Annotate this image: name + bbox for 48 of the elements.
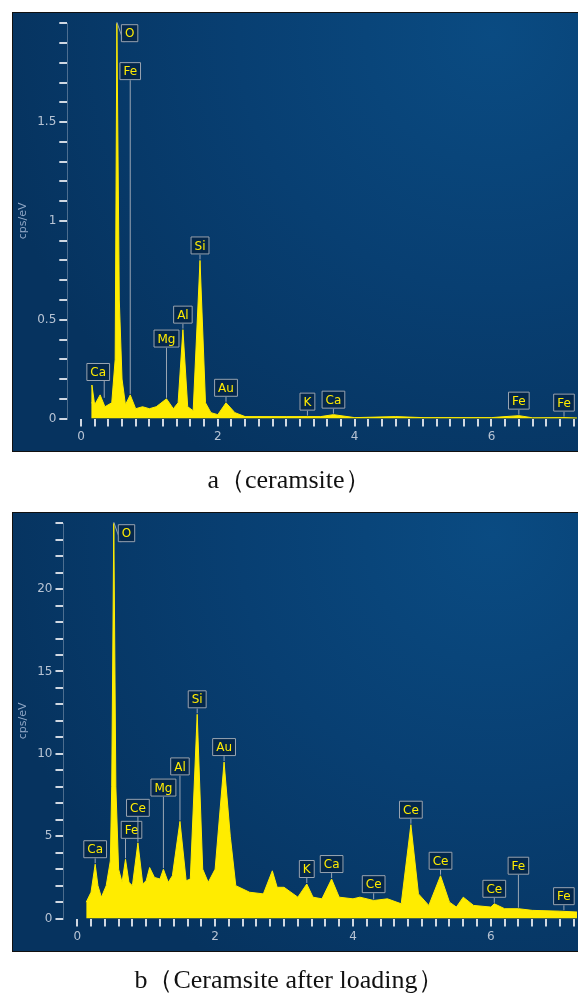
x-tick-label: 0 — [73, 928, 82, 943]
y-tick-label: 0.5 — [37, 311, 57, 326]
annotation: Ca — [90, 365, 107, 380]
annotation: K — [303, 394, 313, 409]
annotation: Fe — [557, 395, 571, 410]
annotation: Ce — [432, 853, 449, 868]
y-tick-label: 1 — [48, 213, 57, 228]
x-tick-label: 6 — [487, 428, 496, 443]
annotation: Fe — [511, 858, 526, 873]
annotation: Fe — [557, 889, 571, 904]
annotation: Ca — [325, 392, 342, 407]
y-tick-label: 0 — [48, 410, 57, 425]
annotation: O — [124, 26, 135, 41]
y-tick-label: 1.5 — [37, 114, 57, 129]
annotation: Al — [177, 307, 189, 322]
annotation: O — [121, 526, 132, 541]
annotation: K — [302, 862, 312, 877]
annotation: Ca — [87, 842, 104, 857]
annotation: Au — [216, 740, 232, 755]
annotation: Mg — [154, 780, 173, 795]
text: b（Ceramsite after loading） — [133, 964, 445, 996]
annotation: Fe — [124, 822, 139, 837]
annotation: Ce — [365, 877, 382, 892]
x-tick-label: 4 — [350, 428, 359, 443]
y-tick-label: 0 — [44, 910, 53, 925]
annotation: Al — [174, 759, 186, 774]
annotation: Ce — [486, 881, 503, 896]
annotation: Si — [191, 692, 203, 707]
annotation: Si — [194, 238, 206, 253]
y-tick-label: 10 — [37, 745, 53, 760]
y-tick-label: 15 — [37, 663, 53, 678]
annotation: Ce — [403, 802, 419, 817]
y-axis-title: cps/eV — [16, 702, 30, 740]
annotation: Fe — [123, 64, 138, 79]
x-tick-label: 0 — [77, 428, 85, 443]
annotation: Au — [218, 380, 234, 395]
annotation: Ce — [130, 800, 146, 815]
x-tick-label: 4 — [349, 928, 357, 943]
y-tick-label: 5 — [44, 828, 53, 843]
annotation: Fe — [512, 393, 526, 408]
annotation: Ca — [323, 857, 340, 872]
y-tick-label: 20 — [37, 581, 53, 596]
text: a（ceramsite） — [206, 464, 372, 496]
x-tick-label: 2 — [211, 928, 219, 943]
y-axis-title: cps/eV — [16, 202, 30, 240]
annotation: Mg — [157, 331, 176, 346]
x-tick-label: 6 — [487, 928, 495, 943]
x-tick-label: 2 — [213, 428, 222, 443]
